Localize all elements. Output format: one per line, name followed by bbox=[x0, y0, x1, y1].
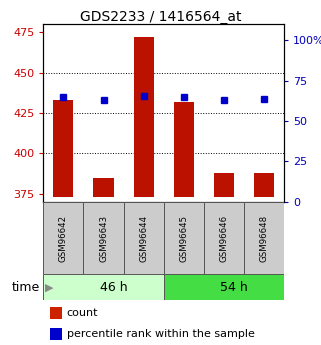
Text: count: count bbox=[67, 308, 98, 318]
Bar bbox=[93, 178, 114, 197]
FancyBboxPatch shape bbox=[244, 202, 284, 274]
FancyBboxPatch shape bbox=[164, 274, 284, 300]
Text: 54 h: 54 h bbox=[220, 281, 248, 294]
FancyBboxPatch shape bbox=[43, 202, 83, 274]
Text: GSM96645: GSM96645 bbox=[179, 215, 188, 262]
Text: GDS2233 / 1416564_at: GDS2233 / 1416564_at bbox=[80, 10, 241, 24]
Bar bbox=[214, 173, 234, 197]
Text: GSM96644: GSM96644 bbox=[139, 215, 148, 262]
Bar bbox=[134, 37, 154, 197]
Text: GSM96646: GSM96646 bbox=[219, 215, 229, 262]
Text: time: time bbox=[12, 281, 40, 294]
FancyBboxPatch shape bbox=[43, 274, 164, 300]
Text: percentile rank within the sample: percentile rank within the sample bbox=[67, 329, 255, 339]
Text: GSM96643: GSM96643 bbox=[99, 215, 108, 262]
Text: GSM96648: GSM96648 bbox=[259, 215, 269, 262]
Bar bbox=[53, 100, 74, 197]
FancyBboxPatch shape bbox=[204, 202, 244, 274]
Text: GSM96642: GSM96642 bbox=[59, 215, 68, 262]
FancyBboxPatch shape bbox=[164, 202, 204, 274]
FancyBboxPatch shape bbox=[83, 202, 124, 274]
Text: ▶: ▶ bbox=[45, 282, 53, 292]
Bar bbox=[254, 173, 274, 197]
Text: 46 h: 46 h bbox=[100, 281, 127, 294]
Bar bbox=[174, 102, 194, 197]
FancyBboxPatch shape bbox=[124, 202, 164, 274]
